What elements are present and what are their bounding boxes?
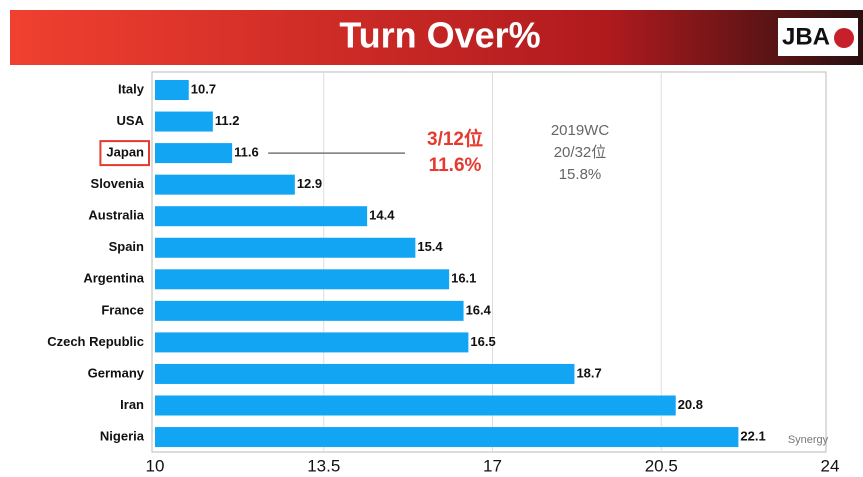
y-tick-label: Iran <box>120 397 144 412</box>
note: 20/32位 <box>554 144 607 161</box>
bar <box>155 427 739 448</box>
logo-ball <box>834 28 854 48</box>
chart-title: Turn Over% <box>339 15 540 56</box>
value-label: 15.4 <box>417 239 443 254</box>
bar <box>155 332 469 353</box>
value-label: 16.1 <box>451 271 476 286</box>
value-label: 11.6 <box>234 145 259 160</box>
bar <box>155 269 450 290</box>
note: 15.8% <box>559 166 602 183</box>
annotation: 3/12位 <box>427 127 483 150</box>
header-band <box>10 10 863 65</box>
bar <box>155 395 676 416</box>
note: 2019WC <box>551 122 610 139</box>
x-tick-label: 10 <box>146 456 165 475</box>
value-label: 16.4 <box>466 302 492 317</box>
plot-area <box>151 71 827 453</box>
x-tick-label: 17 <box>483 456 502 475</box>
y-tick-label: Slovenia <box>91 176 145 191</box>
value-label: 22.1 <box>740 428 765 443</box>
value-label: 16.5 <box>470 334 495 349</box>
y-tick-label: Italy <box>118 81 145 96</box>
bar <box>155 174 295 195</box>
bar <box>155 300 464 321</box>
highlight-box <box>99 140 150 167</box>
y-tick-label: Argentina <box>83 271 144 286</box>
y-tick-label: USA <box>117 113 145 128</box>
value-label: 14.4 <box>369 208 395 223</box>
value-label: 12.9 <box>297 176 322 191</box>
y-tick-label: Spain <box>109 239 144 254</box>
x-tick-label: 24 <box>821 456 840 475</box>
bar <box>155 143 233 164</box>
bar <box>155 363 575 384</box>
value-label: 11.2 <box>215 113 240 128</box>
value-label: 18.7 <box>576 365 601 380</box>
y-tick-label: France <box>101 302 144 317</box>
value-label: 10.7 <box>191 81 216 96</box>
annotation: 11.6% <box>429 155 482 176</box>
y-tick-label: Germany <box>88 365 145 380</box>
bar <box>155 80 189 100</box>
y-tick-label: Australia <box>88 208 144 223</box>
x-tick-label: 20.5 <box>645 456 678 475</box>
source: Synergy <box>788 434 829 446</box>
y-tick-label: Czech Republic <box>47 334 144 349</box>
logo: JBA <box>782 23 830 50</box>
bar <box>155 206 368 227</box>
value-label: 20.8 <box>678 397 703 412</box>
y-tick-label: Japan <box>106 145 144 160</box>
bar <box>155 111 213 132</box>
bar <box>155 237 416 258</box>
x-tick-label: 13.5 <box>307 456 340 475</box>
y-tick-label: Nigeria <box>100 428 145 443</box>
